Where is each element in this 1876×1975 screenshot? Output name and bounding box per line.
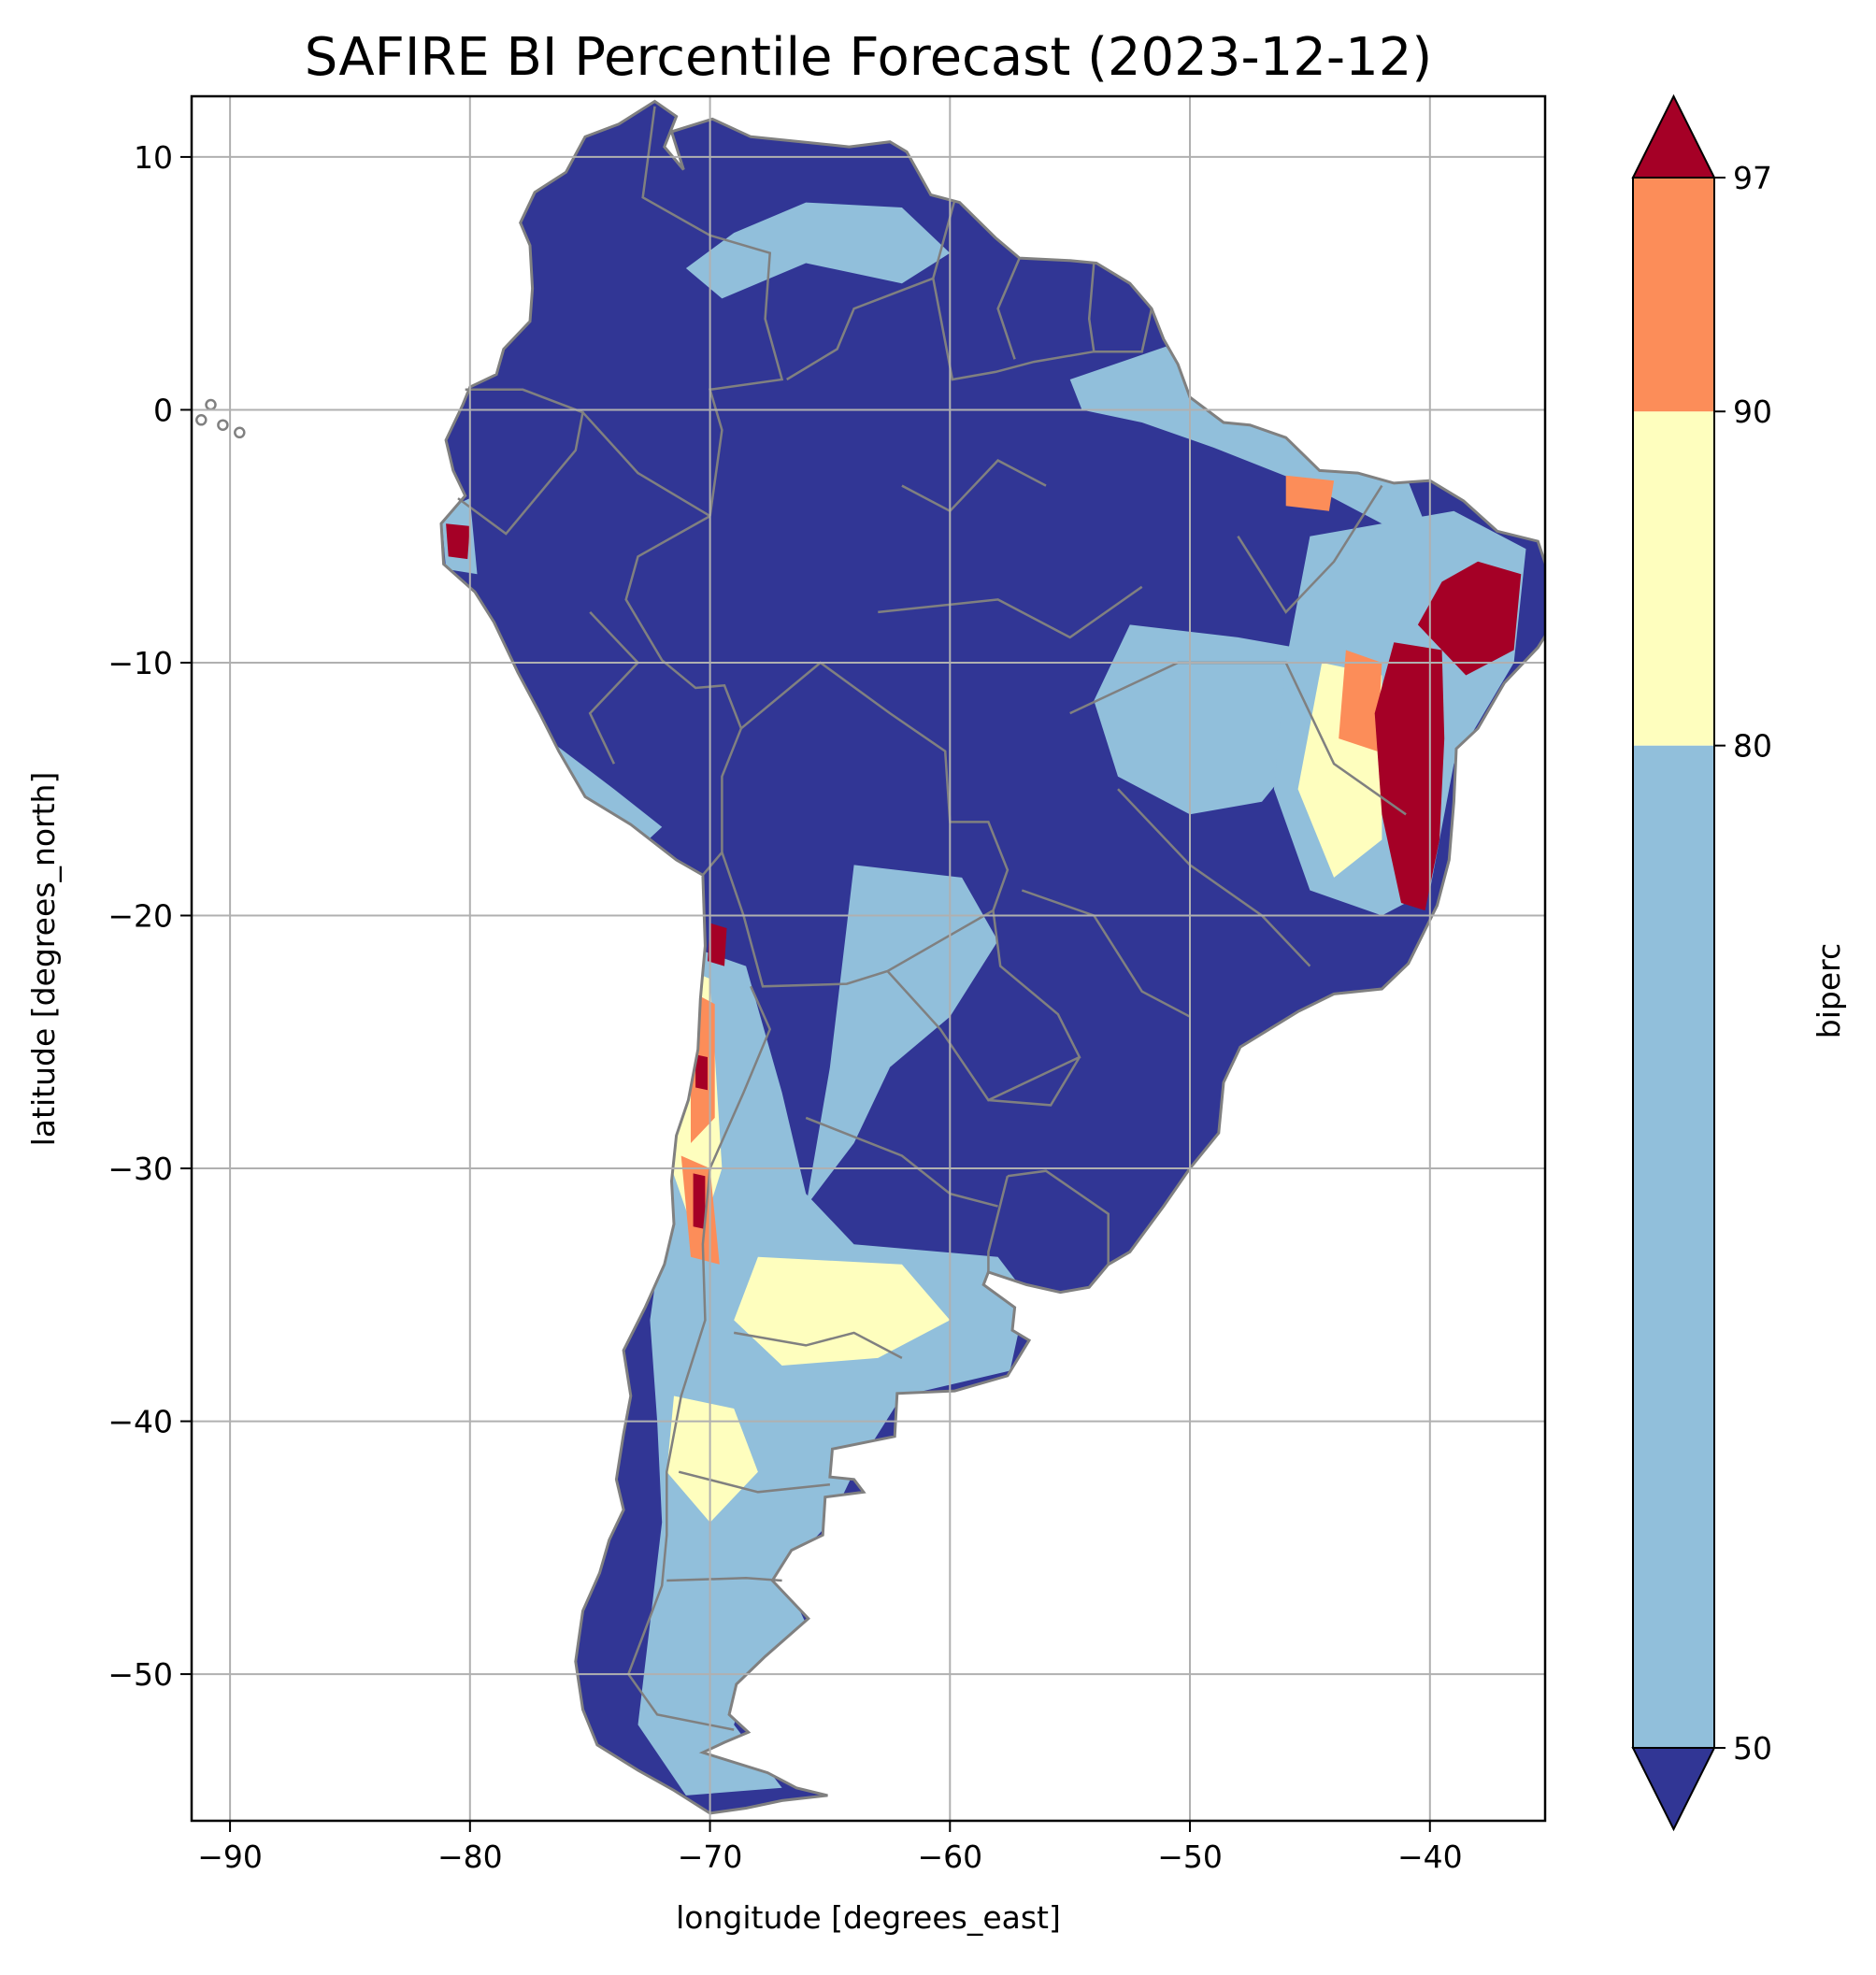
y-tick-label: −20 [107, 898, 173, 935]
galapagos-island [234, 426, 246, 439]
galapagos-island [195, 414, 208, 426]
colorbar-tick-label: 50 [1733, 1730, 1772, 1767]
zone-80-90-patagonia [666, 1395, 758, 1523]
border-line [678, 1470, 831, 1494]
x-tick-label: −70 [678, 1839, 743, 1875]
axes-frame [190, 94, 1547, 1823]
colorbar-band [1633, 411, 1714, 746]
border-line [1007, 1169, 1110, 1265]
y-tick-label: −30 [107, 1151, 173, 1187]
border-line [987, 1175, 1010, 1272]
y-tick-label: −10 [107, 645, 173, 681]
border-line [988, 1056, 1081, 1107]
y-tick-label: −40 [107, 1404, 173, 1440]
colorbar-frame [1632, 177, 1715, 1749]
border-line [878, 585, 1143, 639]
border-line [996, 257, 1021, 360]
border-line [641, 106, 784, 517]
y-axis-ticks: 10 0 −10 −20 −30 −40 −50 [107, 139, 192, 1693]
colorbar-tick-label: 80 [1733, 728, 1772, 765]
border-line [457, 388, 584, 536]
x-tick-label: −40 [1397, 1839, 1463, 1875]
y-axis-label: latitude [degrees_north] [25, 772, 62, 1147]
map-axes: −90 −80 −70 −60 −50 −40 10 0 −10 −20 −30 −40 −50 lo… [25, 94, 1547, 1936]
border-line [581, 411, 711, 518]
border-line [901, 459, 1047, 513]
border-line [588, 611, 640, 765]
x-tick-label: −90 [197, 1839, 263, 1875]
border-line [786, 277, 934, 381]
zone-above-97-atacama [695, 1054, 708, 1091]
colorbar-band [1633, 178, 1714, 412]
zone-50-80-south [637, 940, 1027, 1796]
colorbar-extend-min [1631, 1747, 1716, 1832]
zone-above-97-coquimbo [693, 1173, 706, 1229]
colorbar: 50 80 90 97 [1631, 93, 1772, 1832]
zone-50-80-central [1094, 624, 1335, 815]
percentile-fill [441, 101, 1545, 1813]
border-line [721, 661, 1010, 988]
zone-90-97-maranhao [1285, 475, 1335, 511]
land-outline [195, 99, 1545, 1815]
colorbar-tick-label: 97 [1733, 160, 1772, 196]
border-line [932, 199, 1153, 381]
zone-50-80-llanos [685, 202, 951, 299]
border-line [733, 1331, 903, 1360]
border-line [1117, 788, 1311, 967]
x-tick-label: −50 [1157, 1839, 1223, 1875]
chart-title: SAFIRE BI Percentile Forecast (2023-12-1… [305, 27, 1432, 88]
zone-90-97-bahia-west [1339, 650, 1382, 751]
colorbar-label: biperc [1811, 943, 1847, 1038]
border-line [1237, 484, 1383, 614]
border-line [626, 985, 772, 1731]
y-tick-label: 0 [153, 392, 173, 428]
x-axis-ticks: −90 −80 −70 −60 −50 −40 [197, 1821, 1463, 1875]
y-tick-label: −50 [107, 1656, 173, 1693]
colorbar-tick-label: 90 [1733, 394, 1772, 430]
zone-above-97-pernambuco [1417, 561, 1522, 676]
galapagos-island [217, 419, 229, 431]
colorbar-band [1633, 745, 1714, 1749]
border-line [1021, 889, 1191, 1018]
x-tick-label: −60 [917, 1839, 982, 1875]
zone-50-80-peru-coast [553, 743, 663, 845]
gridlines [192, 96, 1545, 1821]
y-tick-label: 10 [134, 139, 173, 176]
x-tick-label: −80 [437, 1839, 503, 1875]
border-line [1087, 263, 1096, 352]
coastline [439, 99, 1545, 1815]
zone-50-80-north-coast [1069, 346, 1430, 537]
zone-80-90-pampas [734, 1256, 951, 1366]
zone-above-97-bahia [1374, 642, 1445, 911]
border-line [805, 1116, 998, 1208]
zone-above-97-piura [446, 523, 470, 560]
x-axis-label: longitude [degrees_east] [676, 1899, 1061, 1936]
zone-above-97-tarapaca [708, 923, 727, 966]
border-line [666, 1577, 782, 1582]
colorbar-extend-max [1631, 93, 1716, 179]
